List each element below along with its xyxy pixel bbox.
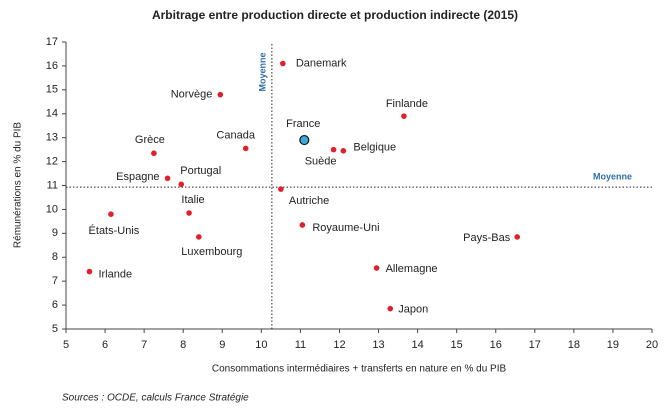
point-label: Belgique: [353, 142, 396, 154]
point-label: Royaume-Uni: [312, 222, 379, 234]
y-tick-label: 8: [52, 251, 58, 263]
point: [387, 305, 394, 312]
point: [299, 134, 310, 146]
x-tick-label: 5: [63, 339, 69, 351]
y-tick-label: 7: [52, 275, 58, 287]
x-tick-label: 14: [411, 339, 423, 351]
x-tick-label: 7: [141, 339, 147, 351]
point: [278, 186, 284, 192]
point: [217, 91, 224, 98]
y-tick-label: 16: [46, 60, 58, 72]
point-label: Japon: [398, 304, 428, 316]
point-label: Suède: [305, 156, 337, 168]
point-label: France: [286, 118, 320, 130]
point: [164, 175, 171, 182]
point: [178, 181, 185, 188]
point-label: Pays-Bas: [463, 232, 511, 244]
x-tick-label: 20: [646, 339, 658, 351]
point-label: Norvège: [171, 89, 213, 101]
x-tick-label: 16: [490, 339, 502, 351]
y-tick-label: 14: [46, 108, 58, 120]
source: Sources : OCDE, calculs France Stratégie: [62, 393, 249, 404]
point: [401, 113, 407, 119]
point-label: Italie: [181, 194, 204, 206]
point-label: Espagne: [116, 171, 159, 183]
x-tick-label: 6: [102, 339, 108, 351]
point: [280, 60, 286, 67]
point: [86, 268, 93, 275]
mean-label: Moyenne: [593, 172, 632, 182]
point-label: Portugal: [180, 165, 221, 177]
x-tick-label: 10: [255, 339, 267, 351]
x-tick-label: 11: [295, 339, 306, 351]
y-tick-label: 12: [46, 155, 58, 167]
point: [242, 145, 249, 152]
y-tick-label: 15: [46, 84, 58, 96]
point-label: États-Unis: [89, 224, 140, 237]
point: [340, 148, 347, 154]
point: [108, 211, 114, 217]
x-tick-label: 13: [372, 339, 384, 351]
x-tick-label: 15: [451, 339, 463, 351]
point: [373, 265, 380, 271]
y-axis-label: Rémunérations en % du PIB: [13, 122, 24, 249]
y-tick-label: 11: [47, 179, 58, 191]
point: [299, 222, 306, 228]
x-tick-label: 17: [529, 339, 541, 351]
x-tick-label: 8: [180, 339, 186, 351]
x-tick-label: 19: [607, 339, 619, 351]
point-label: Allemagne: [386, 263, 438, 275]
x-tick-label: 12: [333, 339, 345, 351]
point: [186, 210, 192, 216]
y-tick-label: 17: [46, 36, 58, 48]
y-tick-label: 10: [46, 203, 58, 215]
point-label: Irlande: [98, 269, 132, 281]
point-label: Luxembourg: [181, 246, 242, 258]
point: [151, 150, 157, 157]
point-label: Danemark: [296, 57, 347, 69]
point: [330, 146, 337, 153]
point-label: Autriche: [289, 195, 329, 207]
mean-label: Moyenne: [257, 52, 267, 91]
point: [514, 234, 521, 240]
y-tick-label: 13: [46, 132, 58, 144]
y-tick-label: 9: [52, 227, 58, 239]
x-tick-label: 9: [219, 339, 225, 351]
point: [196, 234, 202, 240]
y-tick-label: 5: [52, 323, 58, 335]
y-tick-label: 6: [52, 299, 58, 311]
point-label: Finlande: [386, 98, 428, 110]
point-label: Grèce: [135, 134, 165, 146]
x-axis-label: Consommations intermédiaires + transfert…: [212, 364, 507, 375]
point-label: Canada: [216, 129, 255, 141]
chart-title: Arbitrage entre production directe et pr…: [152, 8, 518, 22]
x-tick-label: 18: [568, 339, 580, 351]
